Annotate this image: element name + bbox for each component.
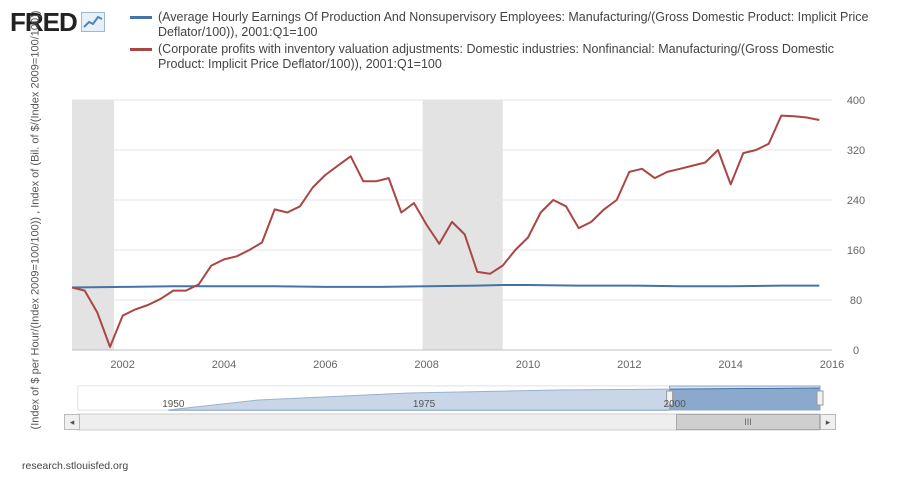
- y-tick-label-0: 0: [853, 345, 859, 357]
- x-tick-label-2: 2006: [313, 359, 337, 371]
- navigator-mask: [78, 386, 670, 410]
- y-tick-label-4: 320: [847, 145, 865, 157]
- recession-band-0: [72, 100, 115, 350]
- navigator-handle-left[interactable]: [666, 390, 674, 406]
- navigator-handle-right[interactable]: [816, 390, 824, 406]
- legend-swatch-blue: [130, 16, 152, 19]
- tick-labels: 2002 2004 2006 2008 2010 2012 2014 2016 0 80 160 24…: [110, 95, 865, 371]
- series-line-0[interactable]: [71, 284, 820, 289]
- x-tick-label-7: 2016: [820, 359, 844, 371]
- series-lines: [71, 114, 820, 348]
- legend-label-profits: (Corporate profits with inventory valuat…: [158, 42, 834, 71]
- legend-label-earnings: (Average Hourly Earnings Of Production A…: [158, 10, 869, 39]
- y-tick-label-2: 160: [847, 245, 865, 257]
- x-tick-label-6: 2014: [718, 359, 742, 371]
- chart-line-icon: [80, 12, 105, 32]
- x-tick-label-5: 2012: [617, 359, 641, 371]
- x-tick-label-1: 2004: [212, 359, 236, 371]
- navigator-left-arrow[interactable]: ◂: [64, 414, 80, 430]
- navigator-right-arrow[interactable]: ▸: [820, 414, 836, 430]
- x-tick-label-4: 2010: [516, 359, 540, 371]
- logo-text: FRED: [10, 6, 78, 37]
- navigator-tick-1: 1975: [413, 399, 436, 410]
- legend-entry-profits[interactable]: (Corporate profits with inventory valuat…: [130, 42, 880, 72]
- y-tick-label-5: 400: [847, 95, 865, 107]
- x-tick-label-3: 2008: [414, 359, 438, 371]
- recession-band-1: [422, 100, 503, 350]
- legend-swatch-red: [130, 48, 152, 51]
- series-line-1[interactable]: [71, 114, 820, 348]
- navigator-tick-2: 2000: [664, 399, 687, 410]
- chart-legend: (Average Hourly Earnings Of Production A…: [130, 10, 880, 74]
- legend-entry-earnings[interactable]: (Average Hourly Earnings Of Production A…: [130, 10, 880, 40]
- y-tick-label-3: 240: [847, 195, 865, 207]
- navigator-scroll-thumb[interactable]: III: [676, 414, 820, 430]
- y-tick-label-1: 80: [850, 295, 862, 307]
- navigator-tick-0: 1950: [162, 399, 185, 410]
- x-tick-label-0: 2002: [110, 359, 134, 371]
- recession-bands: [72, 100, 503, 350]
- range-navigator: 1950 1975 2000: [77, 385, 824, 431]
- navigator-selection[interactable]: [669, 385, 821, 411]
- fred-logo[interactable]: FRED: [10, 6, 105, 37]
- source-attribution[interactable]: research.stlouisfed.org: [22, 460, 129, 472]
